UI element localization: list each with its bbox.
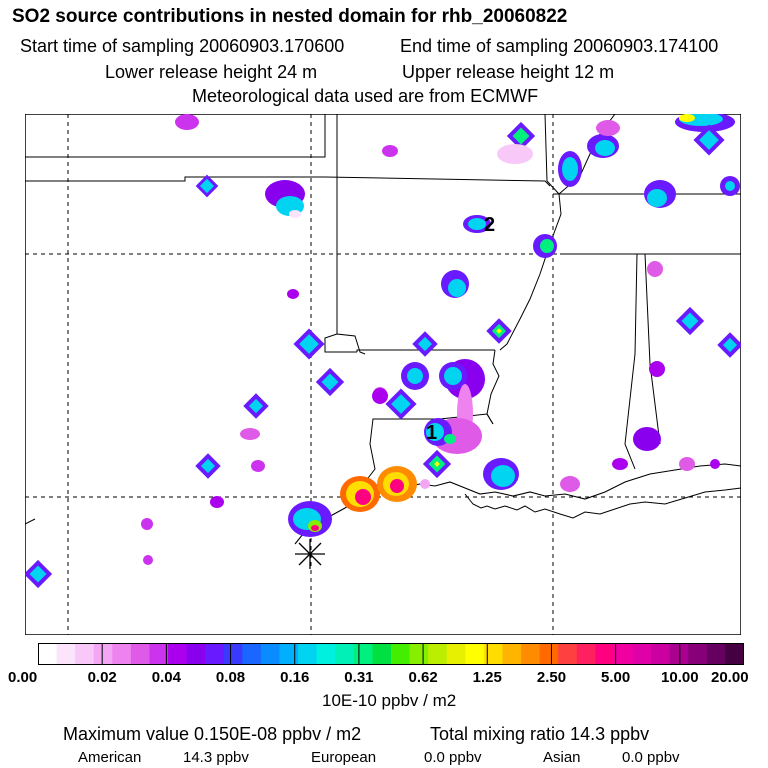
graticule — [25, 114, 741, 635]
legend-tick-label: 0.16 — [280, 669, 310, 686]
legend-swatch — [186, 643, 206, 665]
map-panel: 1 2 — [25, 114, 741, 635]
concentration-blobs — [25, 114, 741, 589]
color-legend-bar — [38, 643, 744, 665]
met-data-source: Meteorological data used are from ECMWF — [192, 86, 539, 106]
legend-swatch — [391, 643, 411, 665]
legend-swatch — [446, 643, 466, 665]
marker-1: 1 — [426, 422, 437, 444]
legend-swatch — [56, 643, 76, 665]
legend-swatch — [595, 643, 615, 665]
legend-tick-label: 10.00 — [661, 669, 699, 686]
lower-release-height: Lower release height 24 m — [105, 62, 318, 82]
legend-tick-label: 0.08 — [215, 669, 246, 686]
map-canvas: 1 2 — [25, 114, 741, 635]
legend-tick-label: 0.02 — [87, 669, 117, 686]
legend-swatch — [130, 643, 150, 665]
legend-tick-label: 2.50 — [536, 669, 567, 686]
end-time: End time of sampling 20060903.174100 — [400, 36, 719, 56]
legend-swatch — [539, 643, 559, 665]
release-location-icon — [295, 539, 325, 569]
upper-release-height: Upper release height 12 m — [402, 62, 615, 82]
legend-swatch — [576, 643, 596, 665]
legend-swatch — [38, 643, 58, 665]
legend-tick-label: 1.25 — [472, 669, 502, 686]
legend-swatch — [205, 643, 225, 665]
legend-swatch — [353, 643, 373, 665]
legend-swatch — [168, 643, 188, 665]
legend-tick-label: 20.00 — [711, 669, 749, 686]
marker-2: 2 — [484, 214, 495, 236]
legend-tick-label: 0.04 — [151, 669, 181, 686]
legend-swatch — [725, 643, 744, 665]
legend-swatch — [558, 643, 578, 665]
american-label: American — [78, 749, 142, 766]
legend-swatch — [651, 643, 671, 665]
legend-swatch — [521, 643, 541, 665]
legend-swatch — [112, 643, 132, 665]
legend-swatch — [632, 643, 652, 665]
legend-swatch — [242, 643, 262, 665]
coastline-detail — [464, 487, 741, 519]
legend-swatch — [502, 643, 522, 665]
legend-tick-label: 0.31 — [344, 669, 374, 686]
maximum-value: Maximum value 0.150E-08 ppbv / m2 — [63, 724, 362, 744]
asian-label: Asian — [543, 749, 581, 766]
legend-swatch — [409, 643, 429, 665]
american-value: 14.3 ppbv — [183, 749, 249, 766]
legend-frame — [38, 643, 744, 665]
legend-units: 10E-10 ppbv / m2 — [322, 691, 457, 710]
legend-swatch — [93, 643, 113, 665]
european-value: 0.0 ppbv — [424, 749, 482, 766]
asian-value: 0.0 ppbv — [622, 749, 680, 766]
legend-swatch — [75, 643, 95, 665]
legend-swatch — [316, 643, 336, 665]
total-mixing-ratio: Total mixing ratio 14.3 ppbv — [430, 724, 650, 744]
legend-swatch — [279, 643, 299, 665]
legend-swatch — [706, 643, 726, 665]
state-boundaries — [25, 114, 741, 525]
start-time: Start time of sampling 20060903.170600 — [20, 36, 345, 56]
european-label: European — [311, 749, 377, 766]
legend-tick-label: 0.62 — [408, 669, 438, 686]
legend-tick-label: 5.00 — [601, 669, 631, 686]
legend-swatch — [260, 643, 281, 665]
legend-swatch — [483, 643, 503, 665]
legend-swatch — [613, 643, 634, 665]
legend-tick-label: 0.00 — [8, 669, 38, 686]
legend-swatch — [465, 643, 485, 665]
legend-swatch — [669, 643, 689, 665]
legend-swatch — [335, 643, 355, 665]
legend-swatch — [149, 643, 169, 665]
page-title: SO2 source contributions in nested domai… — [12, 6, 568, 27]
map-frame — [25, 114, 741, 635]
legend-swatch — [372, 643, 392, 665]
legend-swatch — [298, 643, 318, 665]
legend-swatch — [688, 643, 708, 665]
legend-swatch — [428, 643, 448, 665]
legend-swatch — [223, 643, 243, 665]
